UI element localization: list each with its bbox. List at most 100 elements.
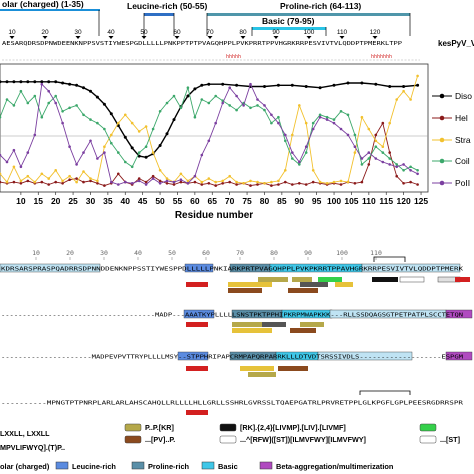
- data-point-stra: [277, 179, 280, 183]
- data-point-poii: [193, 174, 197, 178]
- data-point-poii: [61, 121, 64, 125]
- marker-label: 90: [272, 29, 280, 36]
- data-point-poii: [179, 178, 183, 181]
- tail-box: [317, 351, 413, 361]
- data-point-coil: [82, 113, 85, 117]
- data-point-diso: [137, 154, 141, 158]
- data-point-stra: [137, 130, 141, 133]
- x-tick-label: 45: [138, 196, 148, 206]
- data-point-stra: [353, 151, 357, 154]
- data-point-poii: [311, 127, 315, 131]
- motif-legend-label: ...[PV]..P.: [145, 435, 175, 444]
- data-point-coil: [207, 101, 211, 105]
- data-point-coil: [270, 121, 273, 125]
- data-point-coil: [360, 163, 364, 166]
- series-line-diso: [0, 81, 418, 159]
- data-point-poii: [103, 151, 106, 154]
- data-point-hel: [395, 174, 399, 178]
- data-point-hel: [291, 183, 294, 186]
- data-point-poii: [346, 133, 350, 137]
- data-point-stra: [249, 179, 252, 183]
- data-point-hel: [353, 182, 357, 185]
- marker-arrow: [240, 36, 246, 39]
- chart-legend: Diso Hel Stra Coil PoII: [432, 91, 472, 188]
- data-point-poii: [235, 94, 238, 98]
- x-tick-label: 20: [51, 196, 61, 206]
- marker-arrow: [207, 36, 213, 39]
- x-tick-label: 100: [327, 196, 341, 206]
- leucine-box: [183, 309, 215, 319]
- data-point-poii: [284, 133, 287, 137]
- data-point-diso: [276, 83, 280, 87]
- data-point-stra: [124, 113, 127, 117]
- data-point-hel: [416, 183, 419, 186]
- data-point-coil: [89, 118, 92, 121]
- data-point-diso: [221, 82, 225, 86]
- data-point-poii: [318, 115, 322, 119]
- data-point-coil: [304, 151, 308, 154]
- region-legend-label: olar (charged): [0, 462, 50, 471]
- data-point-diso: [102, 102, 106, 106]
- data-point-hel: [40, 180, 44, 184]
- data-point-coil: [367, 157, 371, 160]
- series-line-coil: [0, 86, 418, 171]
- data-point-hel: [0, 180, 2, 184]
- data-point-stra: [47, 177, 50, 180]
- data-point-hel: [214, 184, 217, 187]
- plot-frame: [0, 63, 429, 193]
- series-layer: [0, 74, 420, 187]
- x-tick-label: 80: [260, 196, 270, 206]
- ruler-label: 30: [100, 249, 108, 257]
- x-tick-label: 70: [225, 196, 235, 206]
- data-point-coil: [395, 163, 399, 166]
- data-point-poii: [409, 169, 412, 172]
- data-point-stra: [158, 169, 162, 172]
- data-point-poii: [165, 179, 169, 183]
- data-point-hel: [193, 180, 197, 184]
- data-point-coil: [26, 101, 30, 105]
- legend-label: Stra: [455, 135, 471, 145]
- data-point-coil: [110, 141, 113, 145]
- data-point-coil: [256, 104, 259, 107]
- data-point-poii: [47, 89, 50, 93]
- x-tick-label: 30: [86, 196, 96, 206]
- data-point-hel: [381, 121, 385, 125]
- data-point-poii: [207, 139, 211, 143]
- data-point-poii: [172, 180, 176, 184]
- leucine-box: [184, 263, 214, 273]
- data-point-coil: [249, 106, 252, 110]
- data-point-hel: [172, 183, 176, 186]
- data-point-diso: [19, 80, 23, 84]
- data-point-diso: [47, 80, 51, 84]
- data-point-hel: [311, 180, 315, 184]
- data-point-coil: [158, 110, 162, 113]
- polar-region-label: olar (charged) (1-35): [2, 0, 84, 9]
- motif-bar: [455, 277, 470, 282]
- data-point-poii: [151, 177, 155, 180]
- data-point-stra: [75, 180, 78, 184]
- data-point-diso: [388, 85, 392, 88]
- data-point-stra: [318, 180, 322, 184]
- motif-legend-label: LXXLL, LXXLL: [0, 429, 50, 438]
- data-point-poii: [228, 86, 231, 89]
- motif-bar: [248, 372, 276, 377]
- data-point-coil: [298, 163, 301, 166]
- x-tick-label: 25: [68, 196, 78, 206]
- data-point-stra: [103, 145, 106, 148]
- data-point-hel: [298, 182, 301, 185]
- motif-bar: [372, 277, 398, 282]
- data-point-diso: [304, 85, 308, 88]
- marker-arrow: [306, 36, 312, 39]
- motif-bar: [186, 282, 208, 287]
- data-point-stra: [388, 121, 392, 125]
- data-point-stra: [33, 180, 37, 184]
- data-point-hel: [284, 180, 287, 184]
- data-point-hel: [256, 183, 259, 186]
- data-point-stra: [130, 121, 134, 125]
- data-point-poii: [40, 82, 44, 86]
- data-point-stra: [82, 170, 85, 173]
- motif-bar: [228, 282, 272, 287]
- data-point-stra: [284, 169, 287, 172]
- data-point-coil: [117, 151, 120, 154]
- sequence-track: 10 20 30 40 50 60 70 80 90 100 110 120 AESARQDRSDPN…: [2, 29, 474, 61]
